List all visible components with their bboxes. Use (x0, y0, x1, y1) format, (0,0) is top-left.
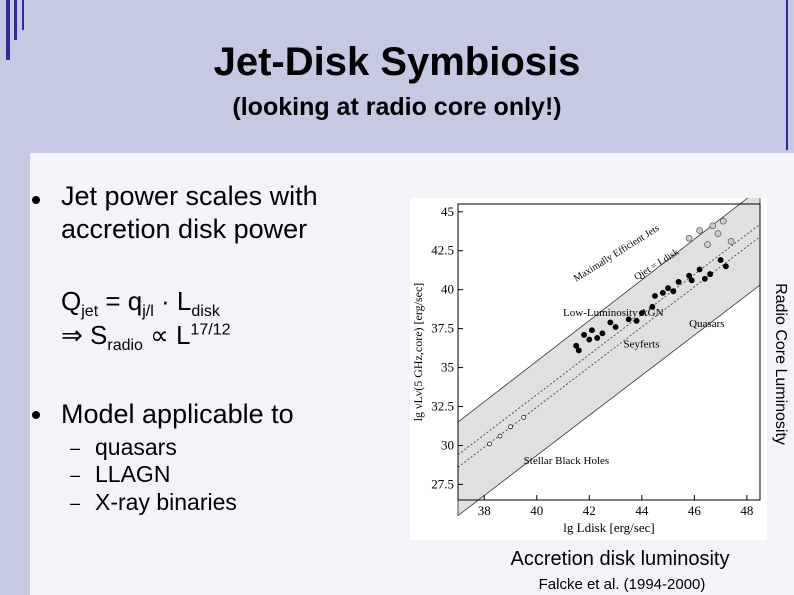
data-point-stellar-black-holes (521, 415, 527, 420)
y-tick-label: 40 (441, 282, 454, 297)
annotation-quasars: Quasars (689, 318, 724, 330)
y-tick-label: 32.5 (431, 399, 454, 414)
data-point-radio-loud-quasars (696, 227, 703, 234)
accent-bar-left-3 (22, 0, 24, 30)
bullet-dot-1 (32, 196, 40, 204)
data-point-radio-loud-quasars (704, 241, 711, 248)
bullet-dot-2 (32, 411, 40, 419)
bullet-jet-power: Jet power scales with accretion disk pow… (61, 181, 318, 244)
eq-prop: ∝ L (142, 320, 191, 350)
model-band (457, 187, 761, 517)
data-point-seyferts (649, 303, 656, 310)
data-point-quasars (686, 272, 693, 279)
correlation-plot: 38 40 42 44 46 48 45 42.5 40 37.5 35 32.5 30 27.5 lg L… (411, 187, 761, 535)
dash-icon: – (70, 438, 81, 458)
y-tick-label: 37.5 (431, 321, 454, 336)
annotation-llagn: Low-Luminosity AGN (563, 307, 664, 319)
y-axis-label: lg νLν(5 GHz,core) [erg/sec] (411, 283, 425, 422)
y-tick-label: 35 (441, 360, 454, 375)
data-point-seyferts (607, 319, 614, 326)
accent-bar-left-2 (14, 0, 17, 40)
accent-bar-left-1 (6, 0, 10, 60)
data-point-radio-loud-quasars (709, 222, 717, 230)
eq-dot: · L (153, 286, 192, 316)
data-point-low-luminosity-agn (594, 335, 601, 341)
data-point-radio-loud-quasars (727, 238, 735, 245)
x-tick-label: 46 (688, 503, 702, 518)
x-tick-label: 48 (740, 503, 753, 518)
model-line-2 (457, 223, 761, 456)
subitem-llagn: LLAGN (95, 461, 171, 487)
x-tick-label: 38 (478, 503, 491, 518)
data-point-quasars (722, 263, 729, 270)
data-point-radio-loud-quasars (714, 230, 722, 237)
data-point-quasars (665, 285, 672, 292)
data-point-radio-loud-quasars (685, 234, 693, 242)
data-point-quasars (675, 278, 682, 285)
x-axis-label: lg Ldisk [erg/sec] (563, 520, 654, 535)
data-point-seyferts (625, 316, 632, 323)
data-point-seyferts (638, 310, 645, 317)
data-point-low-luminosity-agn (586, 336, 593, 343)
y-tick-label: 42.5 (431, 243, 454, 258)
eq-s-sub: radio (107, 337, 143, 355)
x-tick-label: 42 (583, 503, 596, 518)
y-tick-label: 30 (441, 437, 454, 452)
data-point-stellar-black-holes (508, 424, 513, 430)
slide-title: Jet-Disk Symbiosis (213, 40, 581, 84)
data-point-quasars (688, 277, 695, 284)
accent-bar-right (786, 0, 788, 150)
data-point-quasars (717, 257, 724, 264)
data-point-quasars (696, 266, 703, 273)
eq-eq: = q (98, 286, 143, 316)
dash-icon: – (70, 493, 81, 513)
data-point-stellar-black-holes (497, 433, 503, 439)
side-axis-label: Radio Core Luminosity (772, 283, 789, 445)
data-point-quasars (701, 275, 708, 282)
figure-caption: Accretion disk luminosity (510, 548, 730, 570)
x-tick-label: 40 (530, 503, 543, 518)
eq-q: Q (61, 286, 82, 316)
data-point-seyferts (599, 330, 606, 337)
slide-subtitle: (looking at radio core only!) (232, 93, 562, 121)
equation-sradio: ⇒ Sradio ∝ L17/12 (61, 320, 230, 355)
data-point-low-luminosity-agn (581, 331, 588, 338)
subitem-quasars: quasars (95, 434, 177, 460)
eq-q-sub2: j/l (142, 303, 154, 321)
plot-panel: 38 40 42 44 46 48 45 42.5 40 37.5 35 32.5 30 27.5 lg L… (410, 187, 767, 540)
x-tick-label: 44 (635, 503, 649, 518)
bullet-model: Model applicable to (61, 399, 294, 429)
y-tick-label: 27.5 (431, 476, 454, 491)
eq-l-sub: disk (191, 303, 220, 321)
data-point-radio-loud-quasars (719, 217, 727, 225)
data-point-stellar-black-holes (487, 441, 492, 447)
subitem-xrb: X-ray binaries (95, 489, 237, 515)
eq-implies: ⇒ S (61, 320, 108, 350)
data-point-low-luminosity-agn (575, 347, 582, 354)
data-point-low-luminosity-agn (588, 327, 595, 334)
data-point-quasars (652, 292, 658, 299)
data-point-seyferts (633, 317, 640, 324)
figure-credit: Falcke et al. (1994-2000) (538, 576, 706, 593)
annotation-seyferts: Seyferts (623, 338, 659, 350)
data-point-seyferts (612, 324, 619, 331)
plot-frame (457, 203, 761, 501)
dash-icon: – (70, 465, 81, 485)
eq-q-sub: jet (81, 303, 99, 321)
eq-exp: 17/12 (190, 321, 231, 339)
annotation-stellar: Stellar Black Holes (524, 455, 610, 467)
equation-qjet: Qjet = qj/l · Ldisk (61, 286, 220, 321)
data-point-low-luminosity-agn (573, 342, 580, 349)
data-point-quasars (659, 289, 666, 296)
data-point-quasars (707, 271, 714, 278)
y-tick-label: 45 (441, 204, 454, 219)
data-point-quasars (670, 288, 677, 295)
